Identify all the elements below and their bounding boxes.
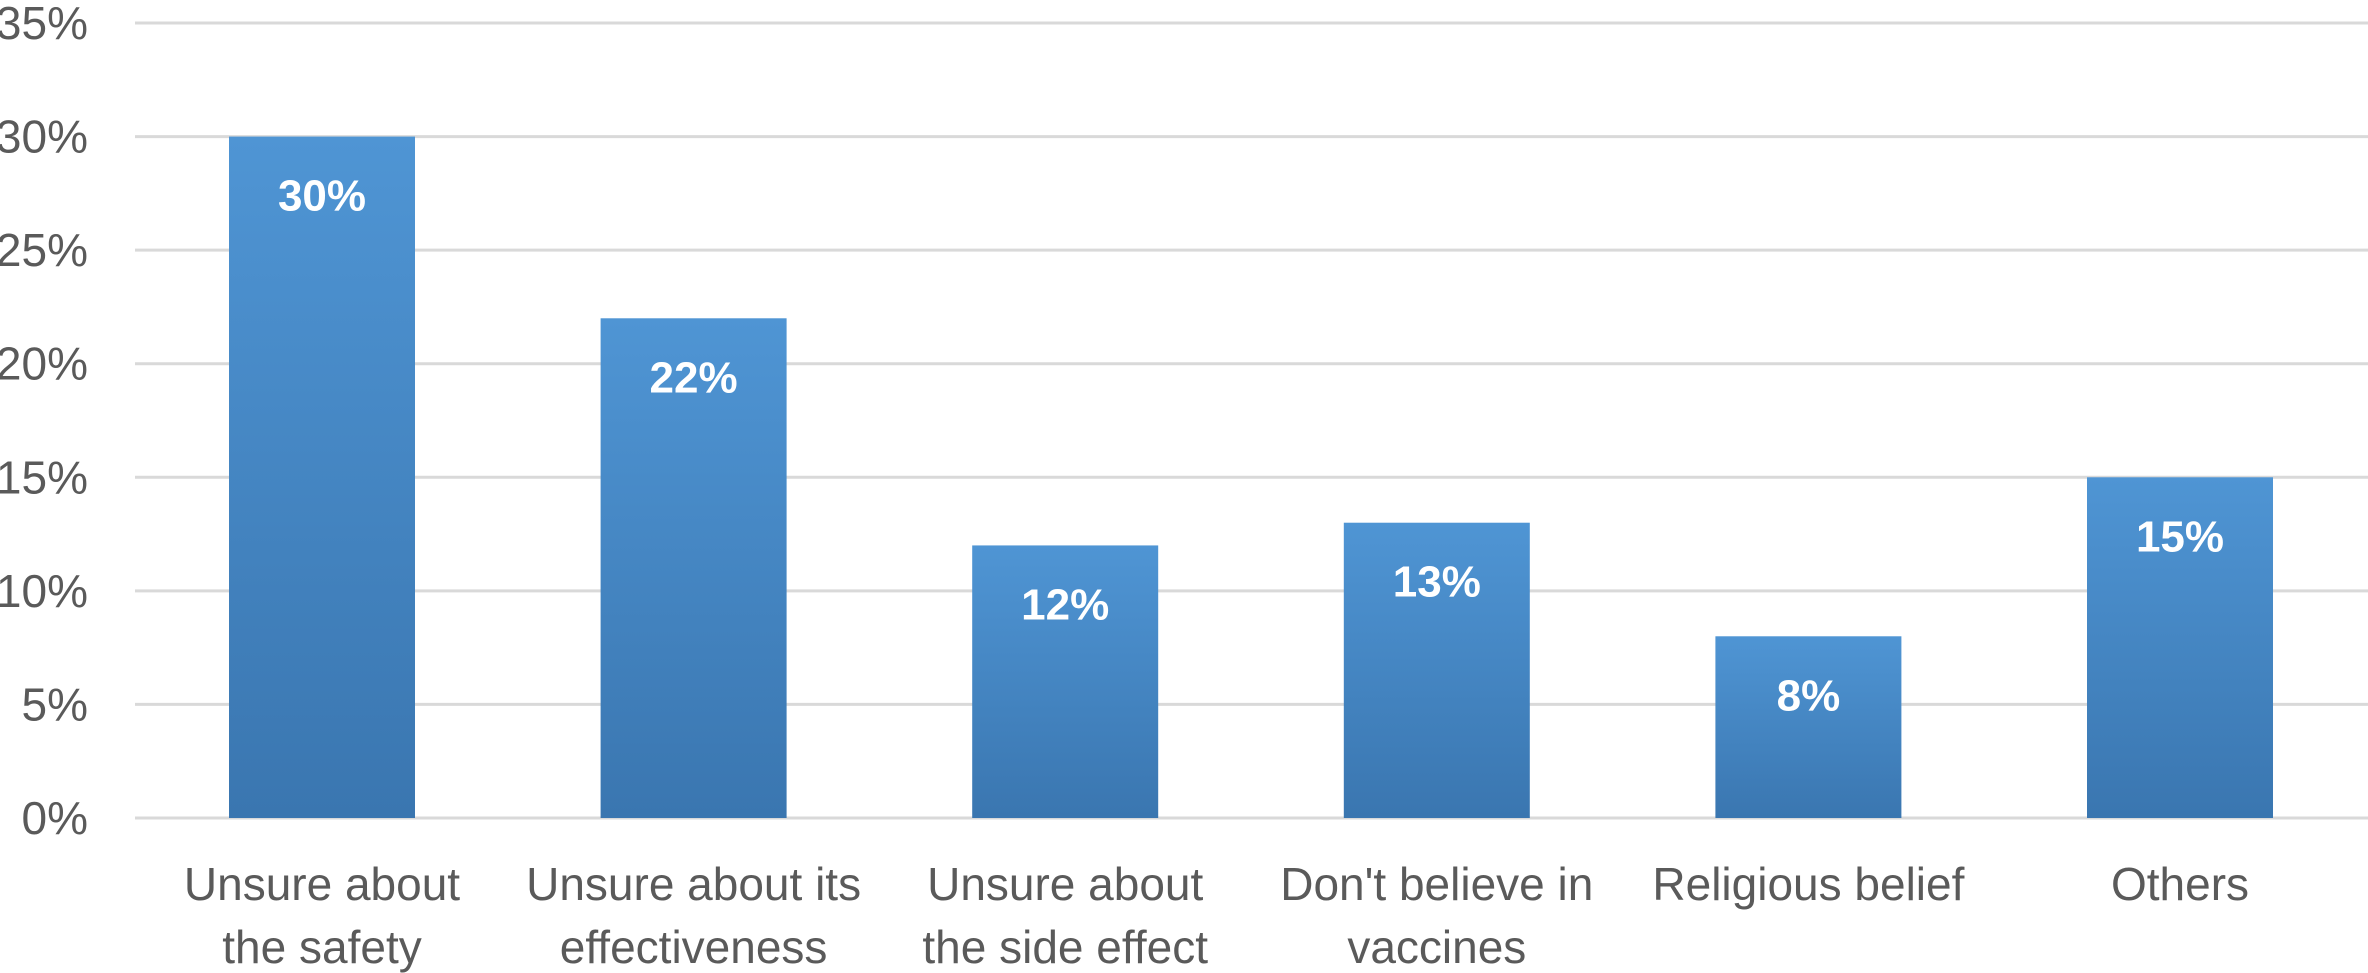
data-label: 15% [2136, 512, 2224, 561]
category-label: Religious belief [1652, 858, 1964, 910]
bars [229, 136, 2273, 819]
category-label: effectiveness [560, 921, 828, 973]
y-tick-label: 15% [0, 451, 88, 503]
category-label: the safety [222, 921, 421, 973]
gridlines [135, 21, 2368, 820]
y-tick-label: 25% [0, 224, 88, 276]
data-label: 30% [278, 172, 366, 221]
category-label: the side effect [922, 921, 1208, 973]
category-label: Unsure about [927, 858, 1203, 910]
bar [600, 318, 787, 818]
bar [2087, 477, 2273, 818]
data-label: 12% [1021, 580, 1109, 629]
y-tick-label: 30% [0, 111, 88, 163]
category-label: vaccines [1347, 921, 1526, 973]
data-label: 22% [650, 353, 738, 402]
bar [972, 545, 1159, 818]
category-label: Others [2111, 858, 2249, 910]
bar [1343, 522, 1530, 818]
category-label: Unsure about [184, 858, 460, 910]
y-tick-label: 20% [0, 338, 88, 390]
data-label: 8% [1777, 671, 1841, 720]
y-tick-label: 10% [0, 565, 88, 617]
y-axis-tick-labels: 0% 5% 10% 15% 20% 25% 30% 35% [0, 0, 88, 844]
data-label: 13% [1393, 558, 1481, 607]
y-tick-label: 35% [0, 0, 88, 49]
data-labels: 30% 22% 12% 13% 8% 15% [278, 172, 2224, 721]
y-tick-label: 0% [22, 792, 88, 844]
y-tick-label: 5% [22, 678, 88, 730]
bar [1715, 636, 1902, 818]
bar [229, 136, 415, 819]
category-label: Unsure about its [526, 858, 861, 910]
x-axis-category-labels: Unsure about the safety Unsure about its ef… [184, 858, 2249, 973]
category-label: Don't believe in [1280, 858, 1593, 910]
